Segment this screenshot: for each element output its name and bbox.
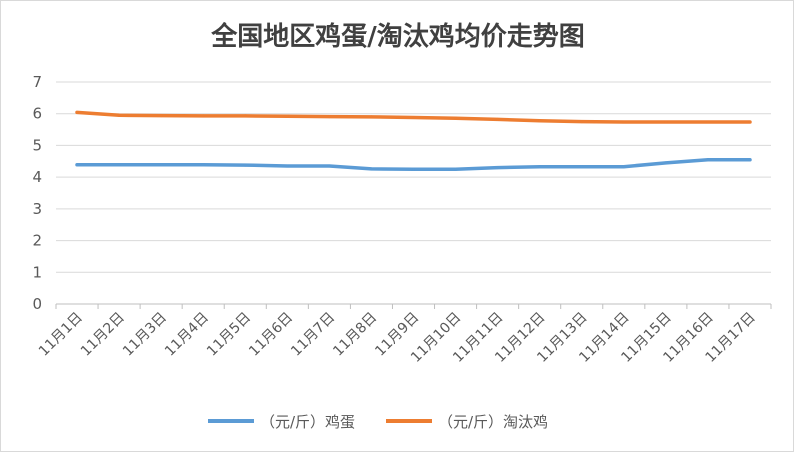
data-point	[243, 163, 247, 167]
data-point	[706, 120, 710, 124]
data-point	[748, 120, 752, 124]
data-point	[75, 163, 79, 167]
y-tick-label: 0	[32, 295, 42, 313]
data-point	[580, 120, 584, 124]
data-point	[201, 114, 205, 118]
data-point	[412, 167, 415, 171]
chart-title: 全国地区鸡蛋/淘汰鸡均价走势图	[210, 21, 585, 52]
data-point	[412, 116, 415, 120]
data-point	[243, 114, 247, 118]
data-point	[622, 120, 626, 124]
data-point	[622, 165, 626, 169]
x-tick-label: 11月6日	[246, 310, 296, 360]
legend-label: （元/斤）鸡蛋	[260, 413, 355, 431]
data-point	[496, 117, 500, 121]
x-tick-label: 11月2日	[78, 310, 128, 360]
x-tick-label: 11月7日	[288, 310, 338, 360]
x-tick-label: 11月4日	[162, 310, 212, 360]
series-lines	[75, 110, 752, 171]
y-tick-label: 4	[32, 168, 42, 186]
y-tick-label: 6	[32, 105, 42, 123]
data-point	[159, 114, 163, 118]
data-point	[159, 163, 163, 167]
legend-label: （元/斤）淘汰鸡	[438, 413, 548, 431]
y-axis-ticks: 0 1 2 3 4 5 6 7	[32, 73, 42, 313]
y-tick-label: 1	[32, 263, 42, 281]
y-tick-label: 2	[32, 232, 42, 250]
data-point	[538, 165, 542, 169]
x-tick-label: 11月1日	[36, 310, 86, 360]
x-tick-label: 11月8日	[330, 310, 380, 360]
data-point	[538, 119, 542, 123]
data-point	[285, 114, 289, 118]
data-point	[748, 158, 752, 162]
data-point	[327, 164, 331, 168]
legend: （元/斤）鸡蛋 （元/斤）淘汰鸡	[208, 413, 548, 431]
y-tick-label: 5	[32, 136, 42, 154]
x-axis-ticks: 11月1日11月2日11月3日11月4日11月5日11月6日11月7日11月8日…	[36, 304, 772, 366]
data-point	[369, 115, 373, 119]
gridlines	[56, 81, 771, 305]
data-point	[117, 163, 121, 167]
data-point	[664, 161, 668, 165]
data-point	[454, 116, 458, 120]
x-tick-label: 11月3日	[120, 310, 170, 360]
y-tick-label: 7	[32, 73, 42, 91]
data-point	[454, 167, 458, 171]
data-point	[496, 166, 500, 170]
x-tick-label: 11月5日	[204, 310, 254, 360]
data-point	[117, 113, 121, 117]
data-point	[285, 164, 289, 168]
data-point	[706, 158, 710, 162]
data-point	[664, 120, 668, 124]
data-point	[327, 115, 331, 119]
data-point	[369, 167, 373, 171]
data-point	[75, 110, 79, 114]
y-tick-label: 3	[32, 200, 42, 218]
data-point	[580, 165, 584, 169]
data-point	[201, 163, 205, 167]
